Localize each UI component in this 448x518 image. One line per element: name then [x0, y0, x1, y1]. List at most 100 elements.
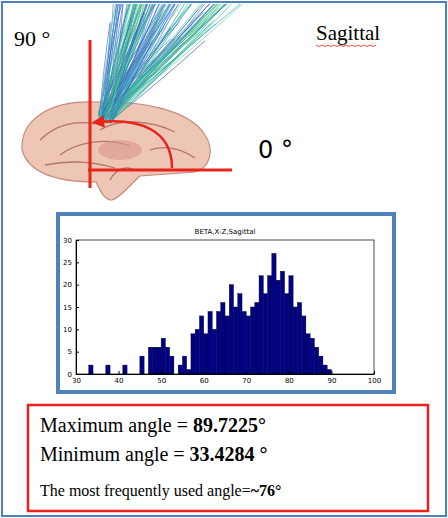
bar	[310, 338, 314, 374]
stats-frame	[28, 405, 428, 511]
figure: 90 °0 °SagittalBETA,X-Z,Sagittal30405060…	[0, 0, 448, 518]
view-label: Sagittal	[316, 21, 380, 45]
fiber	[101, 6, 154, 122]
fiber	[108, 4, 213, 115]
bar	[285, 294, 289, 374]
bar	[187, 370, 191, 374]
tick-mark	[119, 371, 120, 374]
tick-mark	[76, 285, 79, 286]
angle-arc	[98, 121, 172, 168]
chart-title: BETA,X-Z,Sagittal	[195, 228, 256, 236]
tick-mark	[289, 371, 290, 374]
tick: 70	[242, 371, 251, 385]
bar	[259, 276, 263, 374]
bar	[242, 311, 246, 374]
tick: 60	[200, 371, 209, 385]
tick-label: 40	[115, 377, 124, 385]
bar	[302, 316, 306, 374]
tick-label: 25	[63, 259, 72, 267]
fiber	[107, 4, 263, 124]
fiber	[105, 4, 164, 123]
y-axis: 0 5 10 15 20 25 30	[63, 237, 79, 379]
tick-label: 60	[200, 377, 209, 385]
x-axis: 30 40 50 60 70 80 90 100	[72, 371, 381, 385]
brain-fold	[45, 162, 115, 168]
fiber	[109, 23, 211, 123]
tick-mark	[76, 352, 79, 353]
bar	[89, 365, 93, 374]
fiber	[107, 4, 164, 114]
tick-label: 70	[242, 377, 251, 385]
tick-label: 80	[285, 377, 294, 385]
tick-mark	[161, 371, 162, 374]
tick-label: 90	[327, 377, 336, 385]
tick: 90	[327, 371, 336, 385]
bar	[221, 303, 225, 374]
bar	[208, 311, 212, 374]
bar	[246, 316, 250, 374]
brain-fold	[150, 148, 195, 158]
tick: 50	[157, 371, 166, 385]
bar	[204, 334, 208, 374]
bar	[123, 365, 127, 374]
stat-unit: °	[255, 443, 268, 465]
bar	[306, 334, 310, 374]
bar	[195, 329, 199, 374]
tick-mark	[76, 374, 79, 375]
tick-label: 50	[157, 377, 166, 385]
bar	[255, 303, 259, 374]
bar	[216, 311, 220, 374]
bar	[106, 365, 110, 374]
stat-line: Minimum angle = 33.4284 °	[40, 443, 268, 466]
tick-mark	[76, 240, 79, 241]
outer-frame	[2, 2, 446, 516]
bar	[276, 280, 280, 374]
tick: 0	[68, 371, 79, 379]
angle-label-0: 0 °	[258, 136, 293, 164]
brain-core	[98, 140, 142, 160]
tick-label: 30	[72, 377, 81, 385]
bar	[161, 338, 165, 374]
tick-label: 15	[63, 304, 72, 312]
bar	[229, 285, 233, 374]
bar	[165, 347, 169, 374]
tick-label: 10	[63, 326, 72, 334]
brain-fold	[40, 123, 95, 140]
tick: 80	[285, 371, 294, 385]
tick-label: 30	[63, 237, 72, 245]
axis-line	[77, 374, 375, 375]
fiber	[101, 4, 263, 115]
bar	[289, 276, 293, 374]
bars	[89, 253, 332, 374]
stat-value: 33.4284	[190, 443, 255, 465]
tick-label: 20	[63, 281, 72, 289]
stat-unit: °	[258, 414, 266, 436]
chart-frame	[58, 214, 394, 392]
stat-unit: °	[275, 482, 281, 499]
bar	[272, 253, 276, 374]
plot-frame	[76, 240, 374, 374]
tick: 100	[368, 371, 381, 385]
fiber	[100, 4, 127, 121]
bar	[238, 294, 242, 374]
tick-mark	[204, 371, 205, 374]
bar	[182, 356, 186, 374]
tick-mark	[76, 329, 79, 330]
tick-label: 5	[68, 348, 72, 356]
bar	[170, 356, 174, 374]
bar	[140, 356, 144, 374]
tick-mark	[76, 307, 79, 308]
tick-label: 0	[68, 371, 72, 379]
vertical-axis	[89, 40, 92, 188]
angle-label-90: 90 °	[14, 26, 50, 51]
bar	[225, 316, 229, 374]
illustration	[22, 4, 267, 200]
tick: 15	[63, 304, 79, 312]
bar	[263, 294, 267, 374]
bar	[319, 356, 323, 374]
bar	[297, 303, 301, 374]
tick: 10	[63, 326, 79, 334]
tick: 5	[68, 348, 79, 356]
fiber	[109, 4, 210, 119]
bar	[251, 307, 255, 374]
